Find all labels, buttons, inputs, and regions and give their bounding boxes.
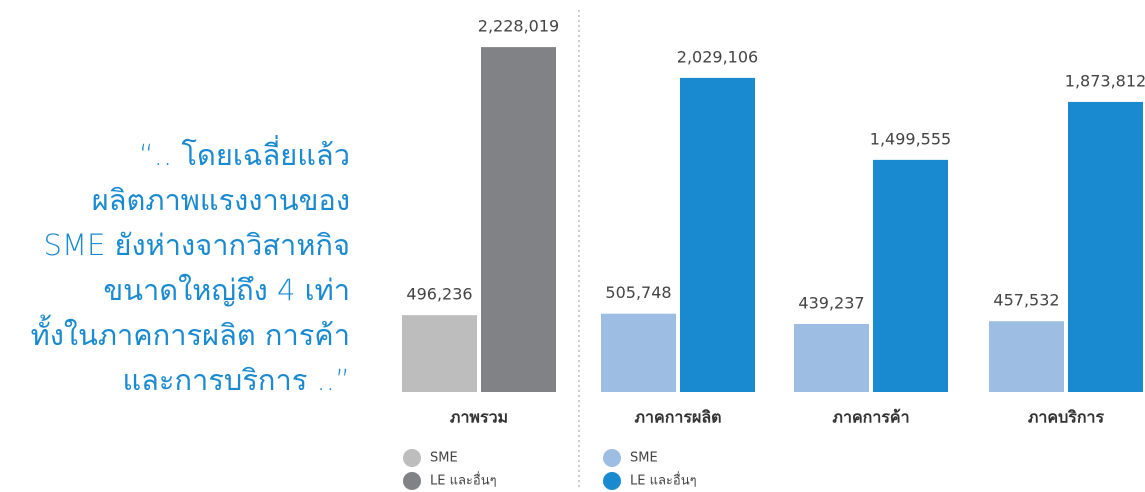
legend-label: LE และอื่นๆ <box>630 472 697 489</box>
category-label: ภาคการค้า <box>832 408 909 427</box>
bar <box>680 77 755 392</box>
bar <box>794 324 869 392</box>
quote-line: SME ยังห่างจากวิสาหกิจ <box>44 228 350 262</box>
bar <box>601 313 676 392</box>
legend-label: SME <box>630 451 658 466</box>
category-label: ภาคการผลิต <box>634 408 721 427</box>
quote-line: และการบริการ ..” <box>122 363 350 397</box>
category-label: ภาคบริการ <box>1028 408 1105 427</box>
quote-line: ผลิตภาพแรงงานของ <box>92 183 350 217</box>
quote-line: ทั้งในภาคการผลิต การค้า <box>31 314 350 352</box>
value-label: 457,532 <box>993 291 1059 310</box>
quote-line: “.. โดยเฉลี่ยแล้ว <box>139 135 350 172</box>
legend-swatch <box>403 449 421 467</box>
legend-swatch <box>603 472 621 490</box>
bar <box>1068 101 1143 392</box>
legend-label: LE และอื่นๆ <box>430 472 497 489</box>
value-label: 2,228,019 <box>478 17 559 36</box>
value-label: 505,748 <box>605 283 671 302</box>
bar <box>481 47 556 392</box>
legend-swatch <box>603 449 621 467</box>
value-label: 1,499,555 <box>870 129 951 148</box>
value-label: 2,029,106 <box>677 47 758 66</box>
legend-label: SME <box>430 451 458 466</box>
bar <box>402 315 477 392</box>
value-label: 439,237 <box>798 294 864 313</box>
legend-swatch <box>403 472 421 490</box>
bar <box>989 321 1064 392</box>
value-label: 496,236 <box>406 285 472 304</box>
category-label: ภาพรวม <box>450 408 508 427</box>
bar <box>873 159 948 392</box>
value-label: 1,873,812 <box>1065 71 1145 90</box>
quote-line: ขนาดใหญ่ถึง 4 เท่า <box>103 273 350 307</box>
